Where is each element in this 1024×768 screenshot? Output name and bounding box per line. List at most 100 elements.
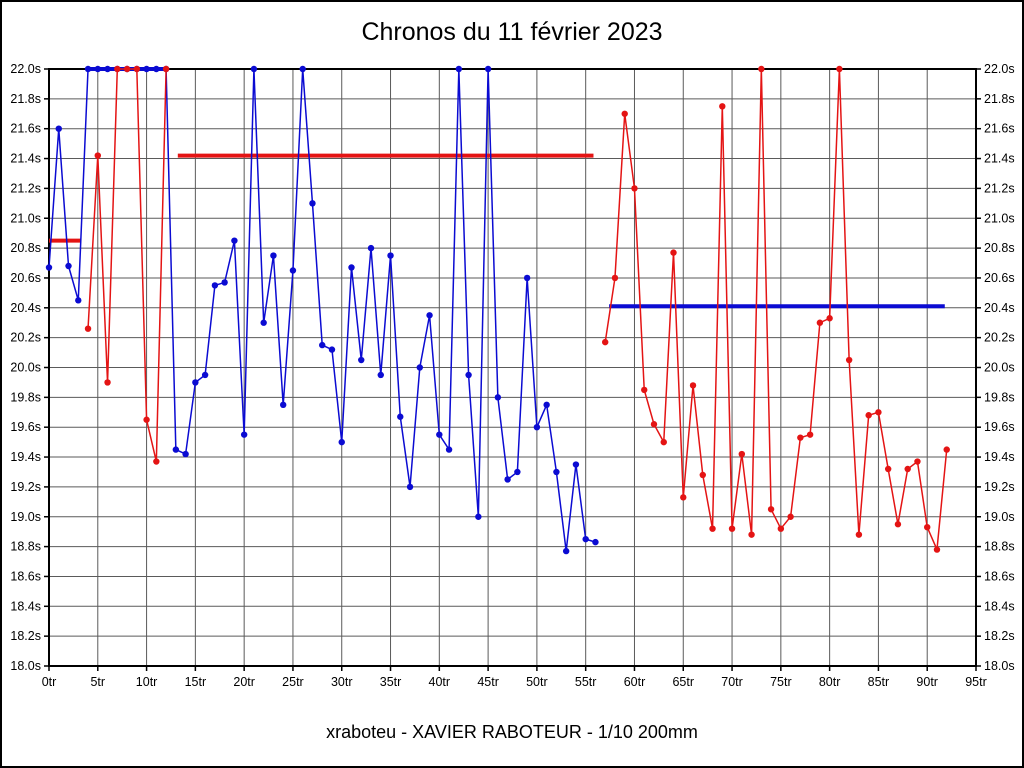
x-axis-labels: 0tr 5tr 10tr 15tr 20tr 25tr 30tr 35tr 40tr 45tr 50… — [42, 666, 987, 689]
svg-text:18.2s: 18.2s — [984, 629, 1015, 643]
data-point — [270, 252, 277, 259]
data-point — [416, 364, 423, 371]
svg-text:18.8s: 18.8s — [10, 540, 41, 554]
svg-text:22.0s: 22.0s — [10, 62, 41, 76]
svg-text:19.4s: 19.4s — [984, 450, 1015, 464]
svg-text:21.6s: 21.6s — [10, 122, 41, 136]
data-point — [309, 200, 316, 207]
data-point — [133, 65, 141, 73]
data-point — [123, 65, 131, 73]
svg-text:50tr: 50tr — [526, 675, 548, 689]
data-point — [728, 525, 736, 532]
data-point — [602, 338, 609, 346]
grid — [48, 68, 977, 667]
data-point — [426, 312, 433, 319]
data-point — [192, 379, 199, 386]
data-point — [865, 412, 872, 419]
data-point — [855, 531, 863, 538]
chart-title: Chronos du 11 février 2023 — [361, 18, 663, 46]
svg-text:19.2s: 19.2s — [984, 480, 1015, 494]
svg-text:5tr: 5tr — [90, 675, 105, 689]
svg-text:75tr: 75tr — [770, 675, 792, 689]
data-point — [943, 446, 950, 453]
data-point — [299, 65, 306, 73]
svg-text:20.2s: 20.2s — [10, 331, 41, 345]
data-point — [250, 65, 258, 73]
svg-text:19.0s: 19.0s — [984, 510, 1015, 524]
data-point — [143, 416, 150, 423]
data-point — [767, 506, 775, 513]
data-point — [904, 465, 911, 473]
data-point — [94, 152, 101, 159]
data-point — [660, 438, 667, 446]
data-point — [787, 513, 794, 520]
series-run-red-first — [84, 65, 170, 465]
svg-text:15tr: 15tr — [185, 675, 207, 689]
data-point — [826, 315, 833, 322]
data-point — [338, 438, 345, 446]
data-point — [279, 401, 287, 409]
data-point — [289, 267, 297, 274]
data-point — [504, 476, 511, 483]
data-point — [738, 450, 746, 458]
data-point — [533, 424, 541, 431]
data-point — [221, 279, 228, 286]
data-point — [689, 382, 697, 389]
data-point — [514, 468, 521, 476]
data-point — [914, 458, 921, 465]
svg-text:19.8s: 19.8s — [10, 390, 41, 404]
data-point — [806, 431, 814, 438]
data-point — [670, 249, 677, 256]
data-point — [162, 65, 170, 73]
svg-text:19.8s: 19.8s — [984, 390, 1015, 404]
svg-text:25tr: 25tr — [282, 675, 304, 689]
svg-text:20tr: 20tr — [233, 675, 255, 689]
data-point — [631, 185, 638, 192]
data-point — [894, 521, 902, 528]
data-point — [797, 434, 804, 441]
data-point — [475, 513, 482, 520]
data-point — [75, 297, 82, 304]
svg-text:20.2s: 20.2s — [984, 331, 1015, 345]
svg-text:85tr: 85tr — [868, 675, 890, 689]
svg-text:30tr: 30tr — [331, 675, 353, 689]
data-point — [553, 468, 560, 476]
data-point — [875, 409, 882, 416]
data-point — [319, 341, 326, 349]
svg-text:21.8s: 21.8s — [984, 92, 1015, 106]
data-point — [572, 461, 580, 468]
data-point — [611, 274, 619, 282]
data-point — [104, 379, 111, 386]
data-point — [582, 535, 589, 543]
svg-text:95tr: 95tr — [965, 675, 987, 689]
data-point — [367, 244, 375, 252]
svg-text:20.0s: 20.0s — [984, 361, 1015, 375]
data-point — [650, 421, 658, 428]
svg-text:90tr: 90tr — [916, 675, 938, 689]
svg-text:21.2s: 21.2s — [984, 181, 1015, 195]
svg-text:0tr: 0tr — [42, 675, 57, 689]
data-point — [45, 264, 53, 271]
svg-text:21.0s: 21.0s — [10, 211, 41, 225]
data-point — [523, 274, 531, 282]
data-point — [84, 325, 92, 332]
data-point — [240, 431, 248, 438]
svg-text:35tr: 35tr — [380, 675, 402, 689]
data-point — [455, 65, 463, 73]
data-point — [84, 65, 92, 73]
data-point — [406, 483, 414, 491]
data-point — [260, 319, 267, 326]
data-point — [884, 465, 892, 473]
data-point — [65, 262, 72, 270]
svg-text:21.4s: 21.4s — [984, 152, 1015, 166]
data-point — [358, 356, 365, 364]
svg-text:19.0s: 19.0s — [10, 510, 41, 524]
svg-text:18.4s: 18.4s — [10, 599, 41, 613]
svg-text:20.4s: 20.4s — [984, 301, 1015, 315]
svg-text:20.8s: 20.8s — [984, 241, 1015, 255]
data-point — [328, 346, 336, 353]
data-point — [201, 371, 209, 379]
svg-text:55tr: 55tr — [575, 675, 597, 689]
